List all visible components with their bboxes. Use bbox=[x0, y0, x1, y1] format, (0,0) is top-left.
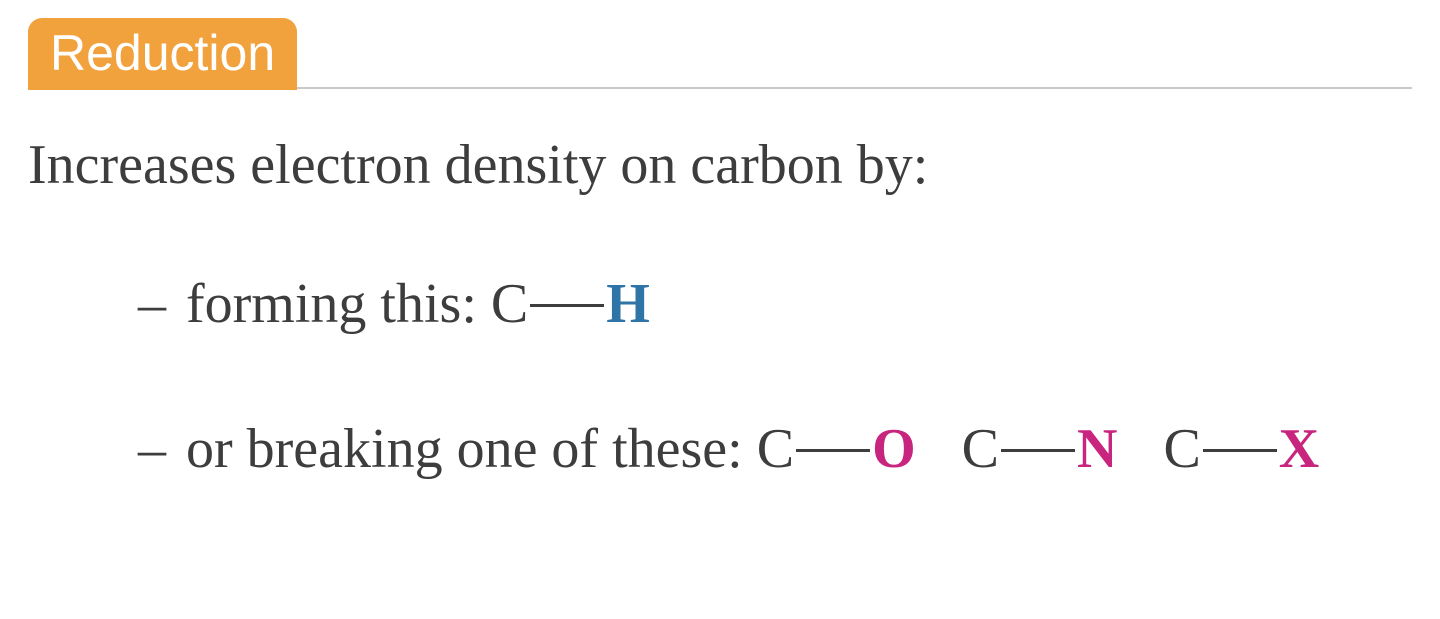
bullet-dash: – bbox=[138, 416, 166, 483]
bullet-text: or breaking one of these: bbox=[186, 418, 743, 480]
bullet-item: – forming this: CH bbox=[138, 271, 1412, 338]
bond-cn: CN bbox=[948, 418, 1132, 480]
header-rule bbox=[297, 87, 1412, 89]
bond-line-icon bbox=[796, 449, 870, 452]
atom-n: N bbox=[1077, 418, 1117, 480]
header-row: Reduction bbox=[28, 18, 1412, 90]
bond-co: CO bbox=[757, 418, 930, 480]
atom-o: O bbox=[872, 418, 916, 480]
bond-line-icon bbox=[1001, 449, 1075, 452]
atom-c: C bbox=[491, 273, 528, 335]
bond-ch: CH bbox=[491, 273, 650, 335]
bond-line-icon bbox=[1203, 449, 1277, 452]
bullet-dash: – bbox=[138, 271, 166, 338]
bond-line-icon bbox=[530, 304, 604, 307]
atom-c: C bbox=[962, 418, 999, 480]
bullet-text: forming this: bbox=[186, 273, 477, 335]
atom-c: C bbox=[757, 418, 794, 480]
slide: Reduction Increases electron density on … bbox=[0, 0, 1440, 619]
bullet-item: – or breaking one of these: CO CN CX bbox=[138, 416, 1412, 483]
bullet-list: – forming this: CH – or breaking one of … bbox=[28, 271, 1412, 483]
section-tag: Reduction bbox=[28, 18, 297, 90]
bond-cx: CX bbox=[1149, 418, 1319, 480]
intro-text: Increases electron density on carbon by: bbox=[28, 132, 1412, 199]
atom-x: X bbox=[1279, 418, 1319, 480]
atom-c: C bbox=[1163, 418, 1200, 480]
atom-h: H bbox=[606, 273, 650, 335]
